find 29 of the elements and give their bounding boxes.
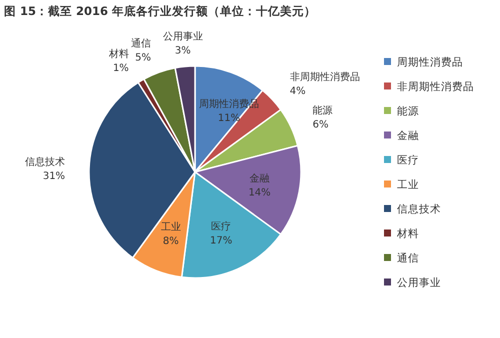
data-label: 6% [312, 120, 329, 131]
data-label: 1% [112, 63, 129, 74]
legend-label: 周期性消费品 [397, 56, 463, 68]
legend-label: 材料 [396, 227, 419, 240]
slice-label: 能源 [312, 104, 333, 117]
legend-label: 医疗 [397, 154, 419, 166]
data-label: 14% [248, 187, 271, 198]
data-label: 4% [290, 86, 306, 98]
slice-label: 非周期性消费品 [290, 71, 360, 84]
legend-label: 通信 [397, 252, 419, 264]
legend-label: 公用事业 [397, 276, 441, 289]
slice-label: 材料 [108, 48, 129, 60]
chart-title: 图 15：截至 2016 年底各行业发行额（单位：十亿美元） [4, 4, 316, 18]
legend-label: 工业 [397, 178, 419, 191]
slice-label: 通信 [130, 38, 151, 50]
slice-label: 信息技术 [25, 156, 66, 168]
slice-label: 金融 [250, 172, 270, 184]
data-label: 17% [210, 235, 232, 246]
data-label: 31% [42, 170, 66, 182]
slice-label: 工业 [160, 221, 181, 234]
data-label: 8% [162, 236, 179, 248]
slice-label: 医疗 [211, 220, 232, 232]
legend-label: 信息技术 [397, 202, 441, 216]
legend-label: 能源 [397, 104, 419, 118]
legend-label: 金融 [397, 130, 419, 142]
slice-label: 公用事业 [162, 30, 203, 43]
data-label: 5% [135, 52, 151, 64]
data-label: 3% [174, 46, 191, 57]
legend-label: 非周期性消费品 [397, 80, 474, 93]
